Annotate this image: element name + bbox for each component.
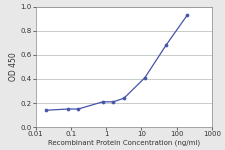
X-axis label: Recombinant Protein Concentration (ng/ml): Recombinant Protein Concentration (ng/ml… — [48, 139, 200, 146]
Y-axis label: OD 450: OD 450 — [9, 52, 18, 81]
